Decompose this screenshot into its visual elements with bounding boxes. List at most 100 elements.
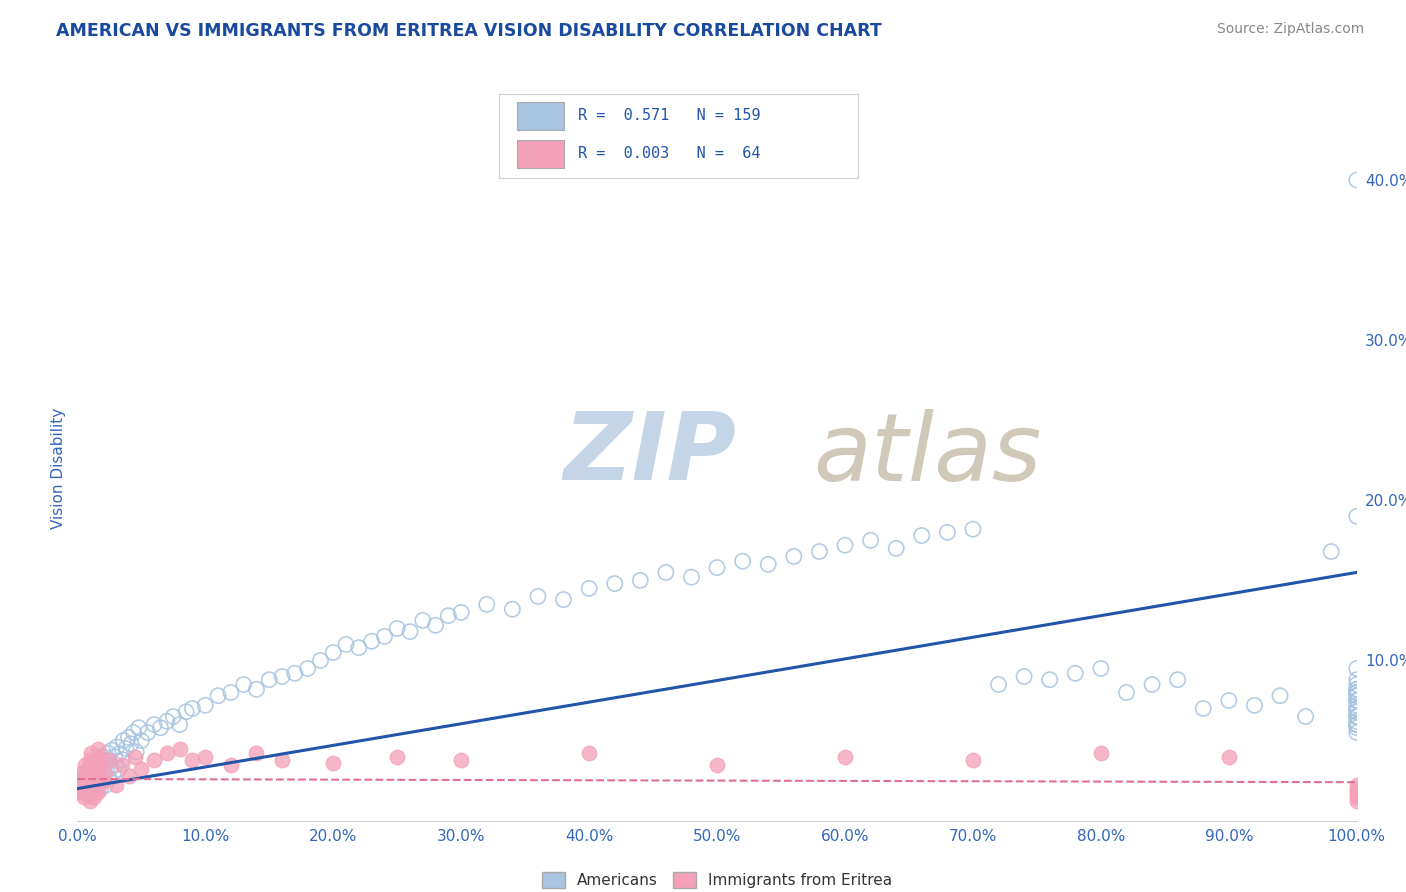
Point — [1346, 689, 1368, 703]
Y-axis label: Vision Disability: Vision Disability — [51, 408, 66, 529]
Point — [756, 558, 779, 572]
Point — [1064, 666, 1087, 681]
Point — [1346, 693, 1368, 707]
Point — [655, 566, 678, 580]
Point — [79, 765, 101, 780]
Point — [553, 592, 575, 607]
Point — [73, 769, 96, 783]
Point — [76, 763, 98, 777]
Point — [1346, 701, 1368, 715]
Point — [1115, 685, 1137, 699]
Point — [75, 769, 97, 783]
Point — [387, 622, 409, 636]
Point — [603, 576, 626, 591]
Point — [75, 765, 97, 780]
Point — [1167, 673, 1189, 687]
Point — [83, 789, 105, 804]
Point — [100, 761, 122, 775]
Point — [86, 778, 108, 793]
Point — [322, 645, 344, 659]
Point — [475, 598, 498, 612]
Point — [143, 717, 166, 731]
Point — [79, 794, 101, 808]
Text: atlas: atlas — [813, 409, 1042, 500]
Point — [94, 765, 117, 780]
Point — [80, 783, 103, 797]
Point — [87, 741, 110, 756]
Point — [1218, 749, 1240, 764]
Point — [1140, 677, 1163, 691]
Point — [136, 725, 159, 739]
Point — [112, 733, 135, 747]
Point — [111, 757, 134, 772]
Point — [80, 773, 103, 788]
Point — [232, 677, 254, 691]
Point — [1346, 509, 1368, 524]
Point — [1346, 677, 1368, 691]
Point — [1320, 544, 1343, 558]
Point — [87, 757, 110, 772]
Point — [131, 763, 153, 777]
Point — [87, 753, 110, 767]
Point — [79, 761, 101, 775]
Point — [271, 669, 294, 683]
Point — [1346, 689, 1368, 703]
Point — [70, 781, 93, 796]
Point — [1346, 717, 1368, 731]
Point — [309, 653, 332, 667]
Point — [103, 749, 125, 764]
Point — [399, 624, 422, 639]
Point — [1346, 709, 1368, 723]
Point — [108, 747, 131, 761]
Point — [76, 780, 98, 794]
Point — [86, 781, 108, 796]
Point — [834, 749, 856, 764]
Point — [207, 689, 229, 703]
Point — [72, 785, 94, 799]
Point — [245, 747, 267, 761]
Point — [1346, 685, 1368, 699]
Point — [169, 741, 191, 756]
Point — [1346, 714, 1368, 729]
Point — [1346, 698, 1368, 713]
Point — [731, 554, 754, 568]
Point — [1295, 709, 1317, 723]
Point — [1346, 725, 1368, 739]
Point — [987, 677, 1010, 691]
Point — [86, 763, 108, 777]
Point — [143, 753, 166, 767]
Point — [82, 775, 104, 789]
Point — [86, 759, 108, 773]
Point — [156, 747, 179, 761]
Point — [450, 606, 472, 620]
Point — [101, 767, 124, 781]
Point — [111, 753, 134, 767]
Point — [83, 780, 105, 794]
Point — [91, 749, 114, 764]
Point — [94, 778, 117, 793]
Point — [79, 781, 101, 796]
Point — [194, 698, 217, 713]
Point — [89, 749, 111, 764]
Point — [89, 781, 111, 796]
Point — [1346, 717, 1368, 731]
Point — [98, 755, 121, 769]
Point — [1346, 709, 1368, 723]
Point — [73, 778, 96, 793]
Point — [162, 709, 184, 723]
Point — [347, 640, 370, 655]
Point — [1346, 788, 1368, 802]
Text: R =  0.571   N = 159: R = 0.571 N = 159 — [578, 108, 761, 123]
Point — [91, 765, 114, 780]
Point — [628, 574, 651, 588]
FancyBboxPatch shape — [517, 140, 564, 169]
Point — [962, 522, 984, 536]
Point — [1346, 685, 1368, 699]
Point — [1346, 685, 1368, 699]
Point — [1346, 794, 1368, 808]
Point — [527, 590, 550, 604]
Point — [1346, 781, 1368, 796]
Point — [73, 789, 96, 804]
Point — [297, 661, 319, 675]
Point — [80, 764, 103, 778]
